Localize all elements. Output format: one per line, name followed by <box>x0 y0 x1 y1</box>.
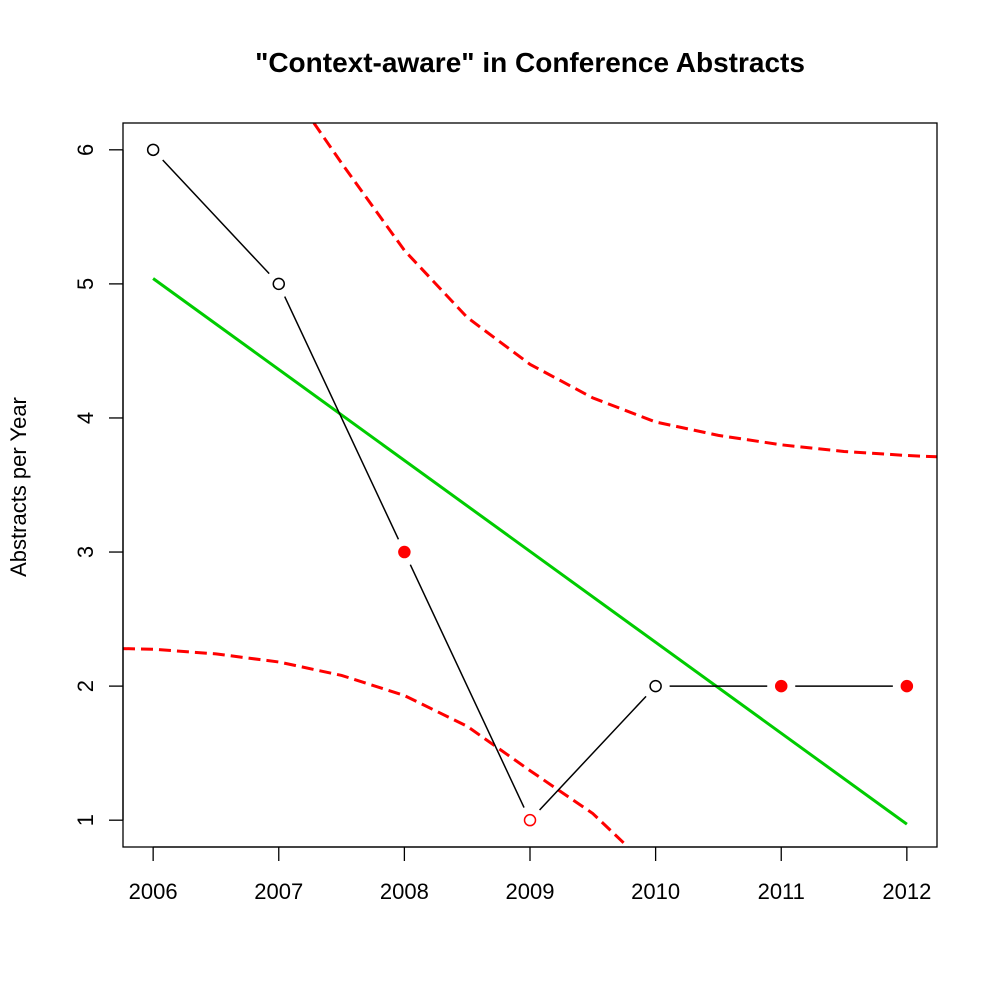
data-point <box>146 143 160 157</box>
x-tick-label: 2006 <box>129 879 178 904</box>
y-tick-label: 3 <box>73 546 98 558</box>
x-tick-label: 2008 <box>380 879 429 904</box>
observed-line-segment <box>284 296 400 540</box>
y-tick-label: 5 <box>73 278 98 290</box>
lower-band-line <box>123 647 630 847</box>
chart-title: "Context-aware" in Conference Abstracts <box>255 47 805 78</box>
axes-layer: 2006 2007 2008 2009 2010 2011 2012 1 2 3 4 5 6 <box>73 144 931 904</box>
x-tick-label: 2012 <box>882 879 931 904</box>
x-tick-label: 2011 <box>758 879 805 904</box>
data-point <box>649 679 662 693</box>
trend-line <box>152 277 908 826</box>
data-point <box>900 679 914 693</box>
series-layer <box>123 123 937 847</box>
observed-line-segment <box>539 695 647 811</box>
x-tick-label: 2007 <box>254 879 303 904</box>
data-point <box>398 545 411 559</box>
observed-line-segment <box>409 564 525 808</box>
y-tick-label: 6 <box>73 144 98 156</box>
observed-line-segment <box>162 159 270 275</box>
y-axis-label: Abstracts per Year <box>6 397 31 577</box>
y-tick-label: 2 <box>73 680 98 692</box>
x-tick-label: 2010 <box>631 879 680 904</box>
upper-band-line <box>312 123 937 459</box>
data-point <box>272 277 286 291</box>
x-tick-label: 2009 <box>506 879 555 904</box>
y-tick-label: 4 <box>73 412 98 424</box>
data-point <box>774 679 788 693</box>
plot-frame <box>122 122 938 848</box>
y-tick-label: 1 <box>73 814 98 826</box>
data-point <box>523 813 537 827</box>
